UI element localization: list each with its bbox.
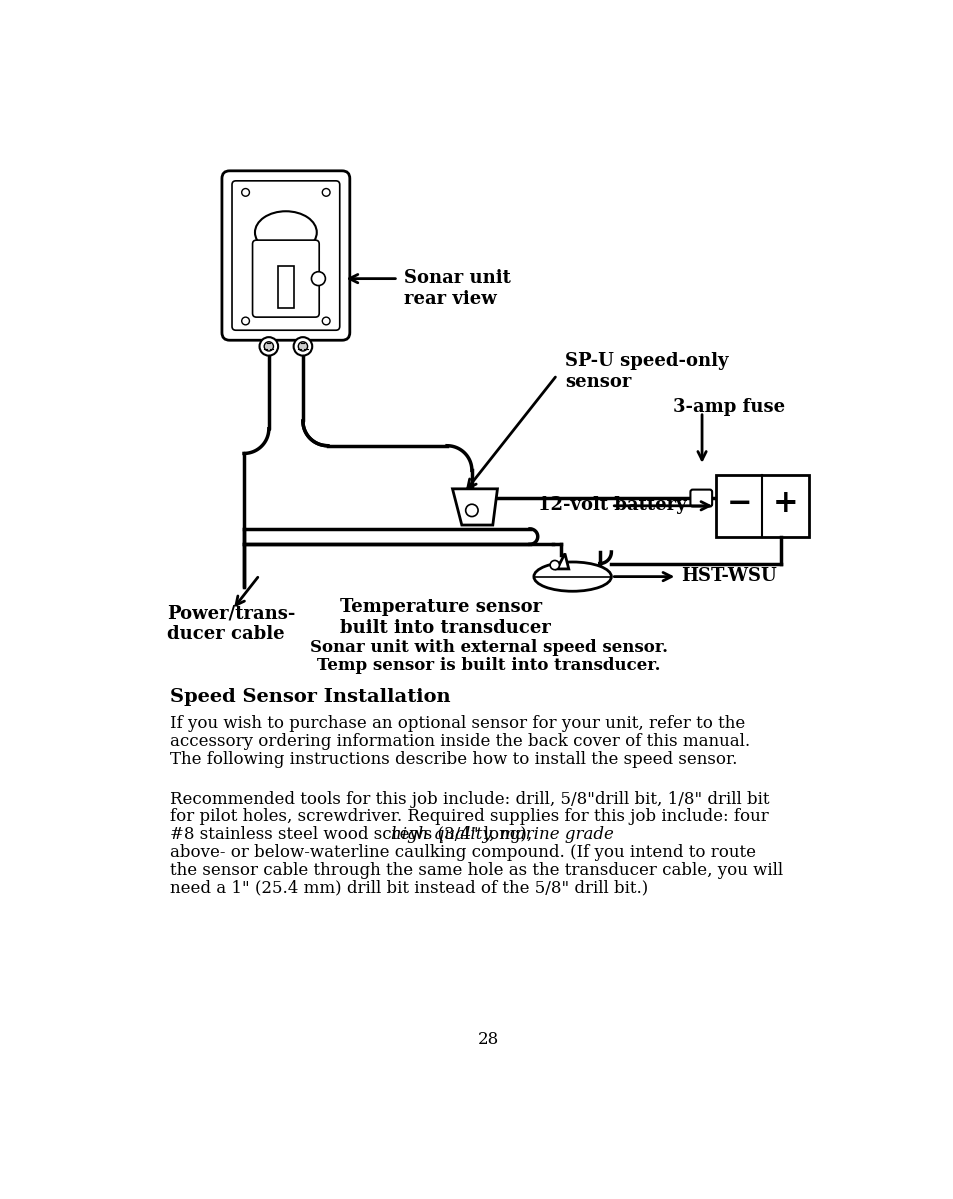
Bar — [278, 265, 294, 308]
Text: for pilot holes, screwdriver. Required supplies for this job include: four: for pilot holes, screwdriver. Required s… — [170, 808, 767, 825]
Circle shape — [322, 188, 330, 197]
Text: accessory ordering information inside the back cover of this manual.: accessory ordering information inside th… — [170, 733, 749, 749]
Text: 12-volt battery: 12-volt battery — [537, 495, 685, 513]
Text: Sonar unit
rear view: Sonar unit rear view — [404, 270, 511, 308]
Circle shape — [241, 188, 249, 197]
Ellipse shape — [534, 562, 611, 591]
Circle shape — [322, 317, 330, 325]
Text: Power/trans-
ducer cable: Power/trans- ducer cable — [167, 604, 295, 643]
FancyBboxPatch shape — [222, 170, 350, 341]
Text: Temp sensor is built into transducer.: Temp sensor is built into transducer. — [316, 657, 660, 675]
Circle shape — [311, 272, 325, 285]
FancyBboxPatch shape — [253, 240, 319, 317]
Text: −: − — [726, 488, 751, 519]
Text: Speed Sensor Installation: Speed Sensor Installation — [170, 687, 450, 705]
Circle shape — [294, 337, 312, 356]
Text: above- or below-waterline caulking compound. (If you intend to route: above- or below-waterline caulking compo… — [170, 844, 755, 861]
Text: 3-amp fuse: 3-amp fuse — [673, 398, 784, 416]
Text: Sonar unit with external speed sensor.: Sonar unit with external speed sensor. — [310, 639, 667, 656]
Text: Temperature sensor
built into transducer: Temperature sensor built into transducer — [340, 598, 551, 637]
Circle shape — [241, 317, 249, 325]
Text: Recommended tools for this job include: drill, 5/8"drill bit, 1/8" drill bit: Recommended tools for this job include: … — [170, 790, 768, 808]
Text: The following instructions describe how to install the speed sensor.: The following instructions describe how … — [170, 751, 737, 767]
Text: +: + — [772, 488, 798, 519]
Text: the sensor cable through the same hole as the transducer cable, you will: the sensor cable through the same hole a… — [170, 862, 781, 879]
Text: #8 stainless steel wood screws (3/4" long),: #8 stainless steel wood screws (3/4" lon… — [170, 826, 537, 843]
FancyBboxPatch shape — [690, 489, 711, 506]
Circle shape — [298, 342, 307, 351]
Text: need a 1" (25.4 mm) drill bit instead of the 5/8" drill bit.): need a 1" (25.4 mm) drill bit instead of… — [170, 879, 647, 896]
Text: HST-WSU: HST-WSU — [680, 567, 776, 585]
Text: If you wish to purchase an optional sensor for your unit, refer to the: If you wish to purchase an optional sens… — [170, 716, 744, 733]
FancyBboxPatch shape — [232, 181, 339, 330]
Text: 28: 28 — [477, 1031, 499, 1048]
Bar — [716, 475, 808, 537]
Polygon shape — [557, 554, 568, 568]
Text: SP-U speed-only
sensor: SP-U speed-only sensor — [564, 351, 727, 391]
Circle shape — [259, 337, 278, 356]
Polygon shape — [452, 489, 497, 525]
Circle shape — [264, 342, 274, 351]
Text: high quality, marine grade: high quality, marine grade — [390, 826, 613, 843]
Circle shape — [550, 560, 558, 570]
Circle shape — [465, 505, 477, 517]
Ellipse shape — [254, 211, 316, 254]
